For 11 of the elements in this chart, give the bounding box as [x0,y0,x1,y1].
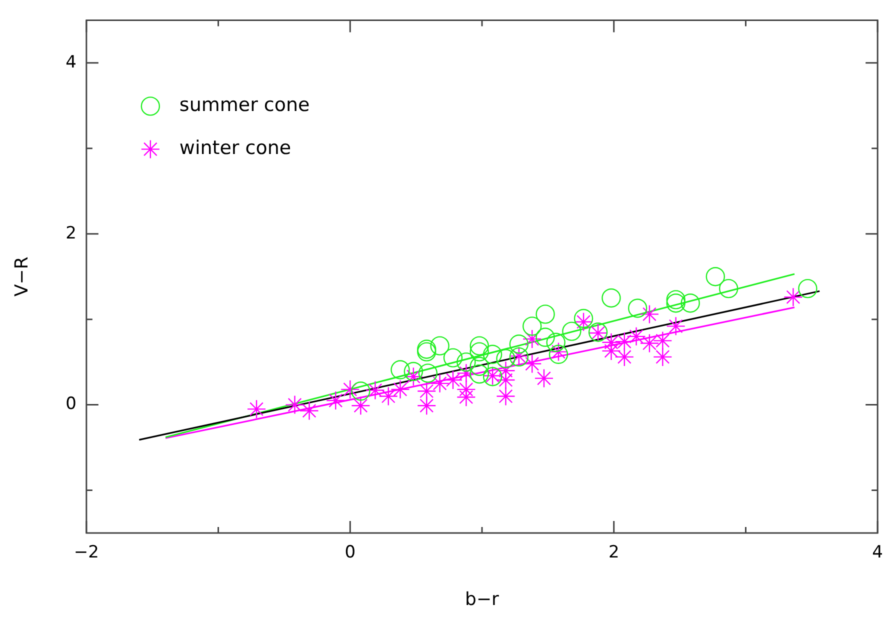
legend-label: winter cone [179,137,292,160]
y-tick-label: 2 [66,223,76,244]
y-axis-title: V−R [11,256,32,297]
x-tick-label: 4 [872,542,884,563]
legend-label: summer cone [179,94,310,116]
y-tick-label: 4 [66,52,76,72]
y-tick-label: 0 [66,394,76,414]
x-tick-label: 2 [608,542,620,563]
x-axis-title: b−r [465,588,500,610]
x-tick-label: −2 [74,542,99,563]
x-tick-label: 0 [344,542,356,563]
